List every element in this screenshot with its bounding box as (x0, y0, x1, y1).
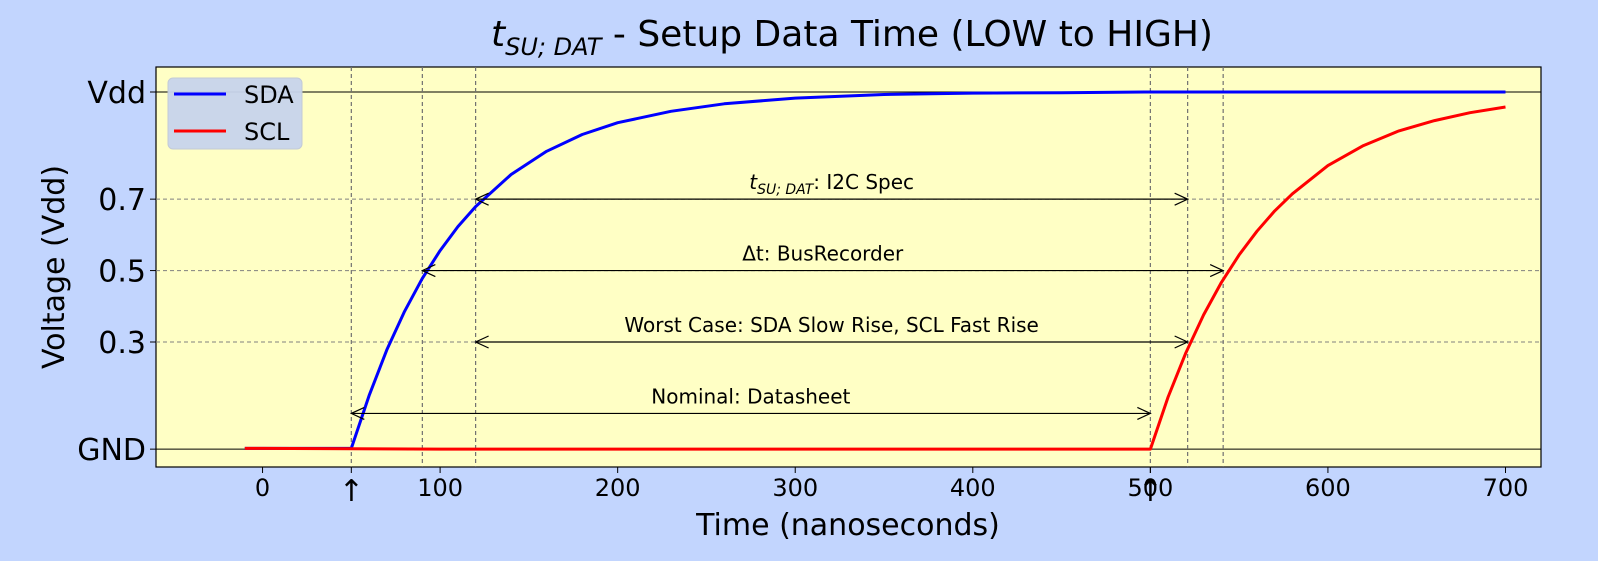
annotation-0: tSU; DAT: I2C Spec (474, 170, 1190, 206)
title-symbol: t (491, 14, 507, 55)
annotation-label-3: Nominal: Datasheet (651, 384, 850, 408)
legend-label-scl: SCL (244, 118, 290, 146)
chart-title: tSU; DAT - Setup Data Time (LOW to HIGH) (491, 14, 1213, 61)
y-tick-label-vdd: Vdd (87, 76, 146, 111)
x-tick-label-200: 200 (595, 474, 641, 502)
x-axis-ticks: 0 100 200 300 400 500 600 700 ↑ ↑ (255, 467, 1528, 509)
x-tick-label-100: 100 (417, 474, 463, 502)
x-tick-label-0: 0 (255, 474, 270, 502)
y-tick-label-gnd: GND (77, 433, 146, 468)
annotation-arrowhead-start-3 (349, 406, 365, 420)
x-axis-label: Time (nanoseconds) (695, 508, 1000, 543)
x-marker-arrow-0: ↑ (339, 474, 364, 509)
annotation-arrowhead-start-0 (474, 192, 489, 206)
annotation-label-0: tSU; DAT: I2C Spec (749, 170, 914, 198)
x-tick-label-600: 600 (1305, 474, 1351, 502)
title-subscript: SU; DAT (505, 33, 604, 61)
annotations: tSU; DAT: I2C Spec Δt: BusRecorder Worst C… (349, 170, 1225, 420)
legend-label-sda: SDA (244, 81, 294, 109)
y-axis-label: Voltage (Vdd) (37, 165, 72, 369)
annotation-arrowhead-start-2 (474, 335, 489, 349)
annotation-arrowhead-end-1 (1209, 264, 1225, 278)
annotation-label-1: Δt: BusRecorder (742, 242, 904, 266)
x-tick-label-400: 400 (950, 474, 996, 502)
annotation-arrowhead-start-1 (420, 264, 436, 278)
y-tick-label-0-7: 0.7 (98, 183, 146, 218)
y-axis-ticks: GND 0.3 0.5 0.7 Vdd (77, 76, 156, 468)
x-tick-label-700: 700 (1483, 474, 1529, 502)
y-tick-label-0-3: 0.3 (98, 326, 146, 361)
x-tick-label-300: 300 (772, 474, 818, 502)
annotation-2: Worst Case: SDA Slow Rise, SCL Fast Rise (474, 313, 1190, 349)
annotation-arrowhead-end-3 (1137, 406, 1152, 420)
y-tick-label-0-5: 0.5 (98, 255, 146, 290)
series-line-sda (244, 90, 1506, 450)
annotation-arrowhead-end-2 (1174, 335, 1190, 349)
annotation-label-2: Worst Case: SDA Slow Rise, SCL Fast Rise (624, 313, 1038, 337)
legend: SDA SCL (167, 77, 303, 150)
title-text: - Setup Data Time (LOW to HIGH) (601, 14, 1213, 55)
annotation-1: Δt: BusRecorder (420, 242, 1225, 278)
plot-area (155, 66, 1542, 468)
series-line-scl (244, 105, 1506, 451)
x-marker-arrow-1: ↑ (1138, 474, 1163, 509)
x-tick-label-500: 500 (1127, 474, 1173, 502)
series-lines (244, 90, 1506, 451)
marker-lines (350, 67, 1224, 467)
annotation-arrowhead-end-0 (1174, 192, 1190, 206)
annotation-3: Nominal: Datasheet (349, 384, 1152, 420)
